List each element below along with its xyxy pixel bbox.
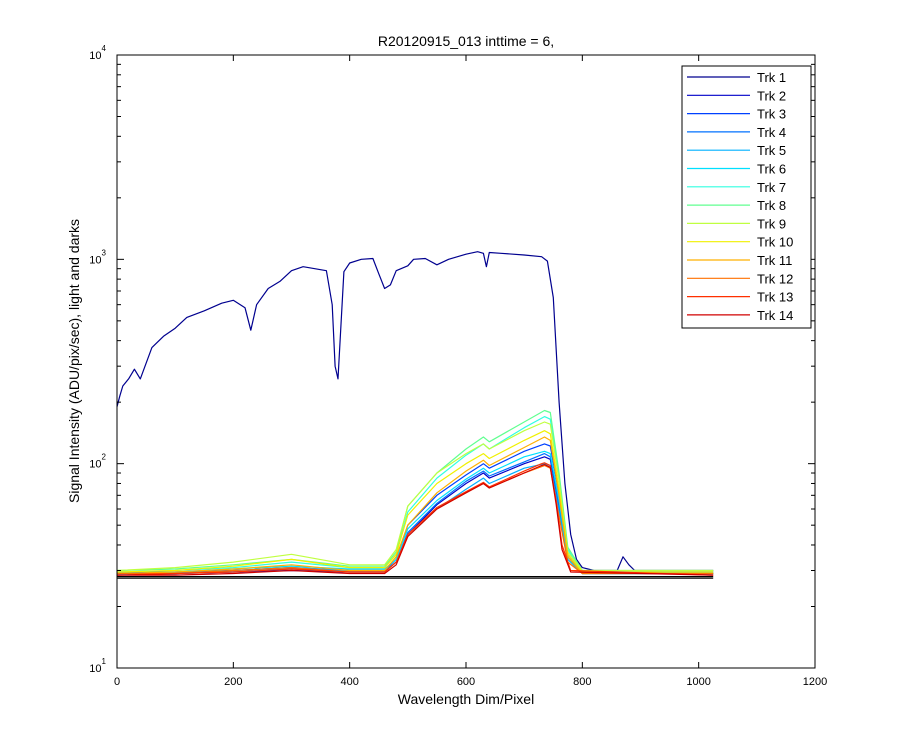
y-tick-label: 101 (89, 657, 106, 675)
legend-label: Trk 9 (757, 216, 786, 231)
y-axis-label: Signal Intensity (ADU/pix/sec), light an… (66, 219, 82, 503)
legend: Trk 1 Trk 2 Trk 3 Trk 4 Trk 5 Trk 6 Trk 7 Trk 8… (681, 65, 812, 329)
legend-label: Trk 4 (757, 125, 786, 140)
y-tick-label: 102 (89, 453, 106, 471)
series-line-4 (117, 453, 714, 575)
tick-layer: 0 200 400 600 800 1000 1200 101 102 103 104 (89, 44, 827, 688)
legend-label: Trk 6 (757, 162, 786, 177)
chart-title: R20120915_013 inttime = 6, (378, 33, 554, 49)
series-line-11 (116, 436, 714, 575)
x-tick-label: 600 (457, 676, 475, 688)
legend-items: Trk 1 Trk 2 Trk 3 Trk 4 Trk 5 Trk 6 Trk 7 Trk 8… (687, 70, 793, 323)
y-tick-label: 103 (89, 248, 106, 266)
series-line-2 (117, 456, 714, 575)
x-tick-label: 1000 (686, 676, 710, 688)
series-line-7 (116, 416, 714, 573)
legend-label: Trk 1 (757, 70, 786, 85)
legend-label: Trk 2 (757, 88, 786, 103)
series-line-10 (116, 430, 714, 573)
legend-label: Trk 11 (757, 253, 792, 268)
legend-label: Trk 10 (757, 235, 793, 250)
legend-label: Trk 5 (757, 143, 786, 158)
x-tick-label: 0 (114, 676, 120, 688)
y-tick-label: 104 (89, 44, 106, 62)
legend-label: Trk 12 (757, 271, 793, 286)
legend-label: Trk 13 (757, 290, 793, 305)
series-line-14 (117, 464, 714, 576)
x-tick-label: 800 (573, 676, 591, 688)
x-tick-label: 1200 (803, 676, 827, 688)
series-line-1 (116, 251, 714, 572)
series-line-8 (116, 409, 714, 572)
x-tick-label: 200 (224, 676, 242, 688)
legend-box (681, 65, 812, 329)
legend-label: Trk 8 (757, 198, 786, 213)
series-line-6 (116, 450, 714, 575)
series-layer (116, 251, 714, 579)
x-axis-label: Wavelength Dim/Pixel (398, 691, 534, 707)
legend-label: Trk 14 (757, 308, 793, 323)
series-line-9 (116, 421, 714, 572)
legend-label: Trk 3 (757, 107, 786, 122)
x-tick-label: 400 (340, 676, 358, 688)
legend-label: Trk 7 (757, 180, 786, 195)
